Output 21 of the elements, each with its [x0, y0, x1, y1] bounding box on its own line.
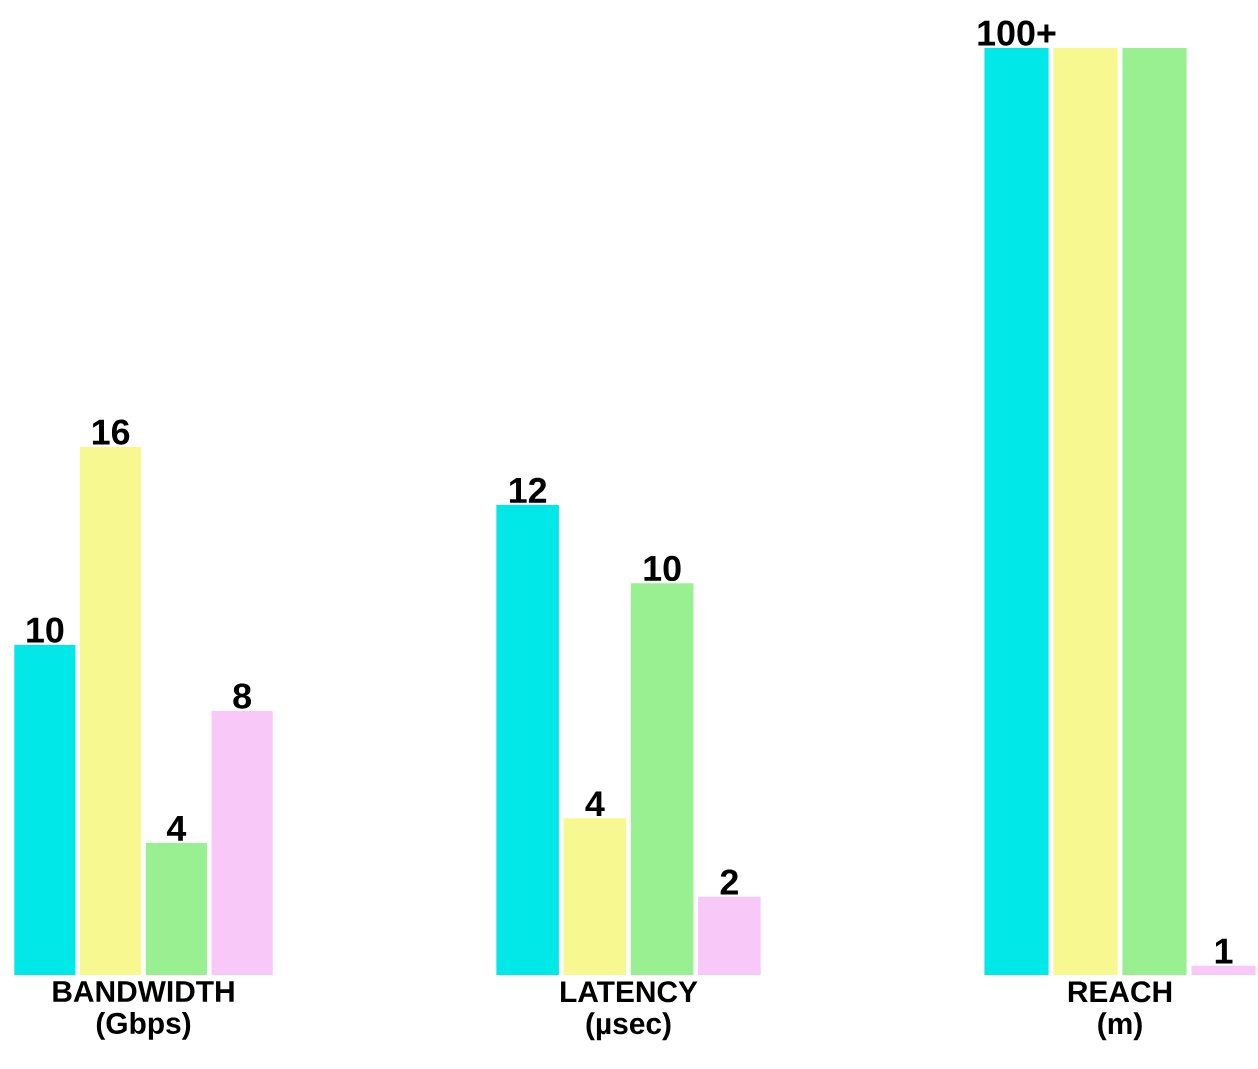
data-label: 1	[1215, 938, 1233, 964]
bar	[14, 644, 76, 975]
bar	[698, 896, 761, 975]
x-axis-title: REACH (m)	[1068, 981, 1172, 1041]
data-label: 8	[233, 683, 251, 709]
bar	[563, 818, 627, 975]
data-label: 10	[27, 617, 64, 643]
data-label: 10	[644, 555, 681, 582]
data-label: 100+	[978, 20, 1056, 46]
bar	[145, 842, 207, 975]
data-label: 12	[509, 477, 547, 503]
bar	[80, 446, 142, 975]
data-label: 16	[92, 419, 130, 445]
x-axis-title: LATENCY (µsec)	[561, 981, 698, 1041]
bar	[496, 504, 559, 975]
data-label: 2	[720, 869, 738, 895]
bar	[630, 583, 694, 975]
bar	[211, 710, 273, 975]
data-label: 4	[585, 791, 605, 817]
x-axis-title: BANDWIDTH (Gbps)	[53, 981, 234, 1040]
data-label: 4	[166, 816, 187, 841]
